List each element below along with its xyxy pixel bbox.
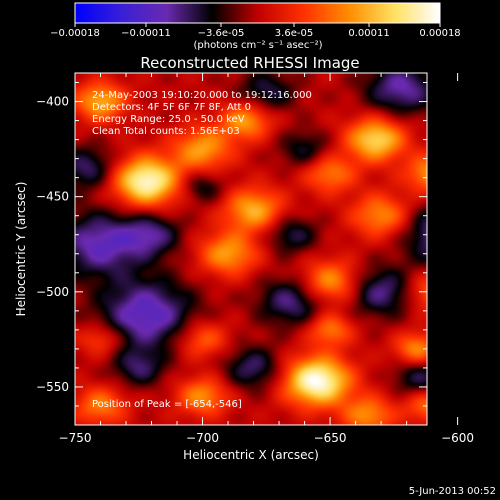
annotation-detectors: Detectors: 4F 5F 6F 7F 8F, Att 0 [92,102,251,113]
heatmap-image [75,73,427,425]
x-tick-label: −700 [186,431,219,445]
colorbar-unit-label: (photons cm⁻² s⁻¹ asec⁻²) [193,40,322,51]
heatmap-plot: −750 −700 −650 −600 −400 −450 −500 −550 [36,72,474,445]
y-axis-label: Heliocentric Y (arcsec) [14,182,28,317]
colorbar-tick-label: 0.00018 [419,28,460,39]
colorbar-gradient [75,3,440,23]
x-tick-label: −650 [314,431,347,445]
colorbar-tick-label: −3.6e-05 [198,28,245,39]
y-tick-label: −450 [36,190,69,204]
observation-annotations: 24-May-2003 19:10:20.000 to 19:12:16.000… [92,90,312,410]
colorbar-ticks: −0.00018 −0.00011 −3.6e-05 3.6e-05 0.00011 0.… [50,23,461,39]
y-tick-label: −500 [36,285,69,299]
y-tick-label: −550 [36,380,69,394]
colorbar: −0.00018 −0.00011 −3.6e-05 3.6e-05 0.00011 0.… [50,2,461,51]
annotation-energy-range: Energy Range: 25.0 - 50.0 keV [92,114,245,125]
annotation-peak-position: Position of Peak = [-654,-546] [92,399,242,410]
x-tick-label: −750 [59,431,92,445]
annotation-time-range: 24-May-2003 19:10:20.000 to 19:12:16.000 [92,90,312,101]
y-tick-label: −400 [36,95,69,109]
axis-ticks: −750 −700 −650 −600 −400 −450 −500 −550 [36,73,474,445]
colorbar-tick-label: −0.00018 [50,28,100,39]
x-tick-label: −600 [441,431,474,445]
plot-frame [74,72,428,426]
colorbar-tick-label: 3.6e-05 [275,28,313,39]
colorbar-tick-label: −0.00011 [121,28,171,39]
colorbar-frame [74,2,441,24]
x-axis-label: Heliocentric X (arcsec) [183,448,319,462]
colorbar-tick-label: 0.00011 [348,28,389,39]
annotation-total-counts: Clean Total counts: 1.56E+03 [92,126,240,137]
chart-title: Reconstructed RHESSI Image [140,54,359,72]
footer-date: 5-Jun-2013 00:52 [409,486,496,497]
